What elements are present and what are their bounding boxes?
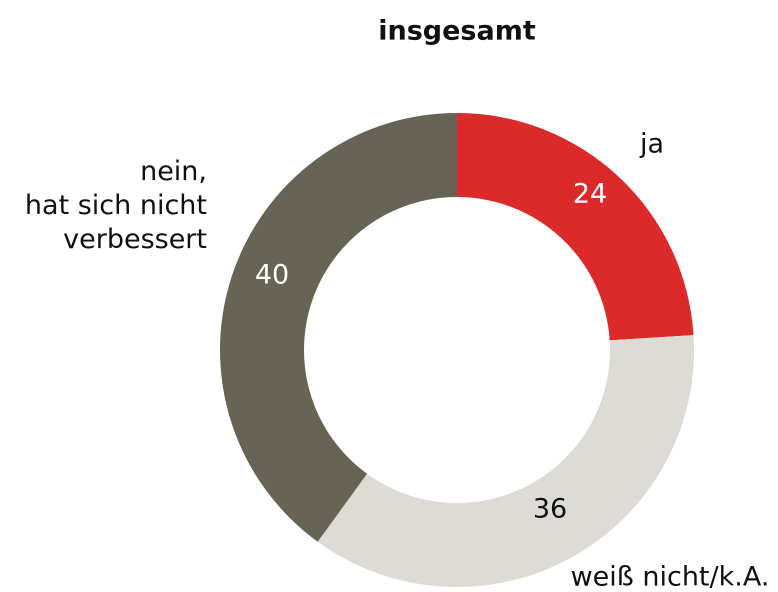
donut-segment [457,113,694,341]
value-label: 36 [533,494,567,525]
donut-segment [317,335,694,587]
donut-segment [220,113,457,542]
value-label: 40 [255,260,289,291]
category-label: nein, hat sich nicht verbessert [25,156,207,255]
category-label: weiß nicht/k.A. [571,562,770,592]
chart-title: insgesamt [378,16,536,47]
category-label: ja [639,129,664,160]
value-label: 24 [573,179,607,210]
